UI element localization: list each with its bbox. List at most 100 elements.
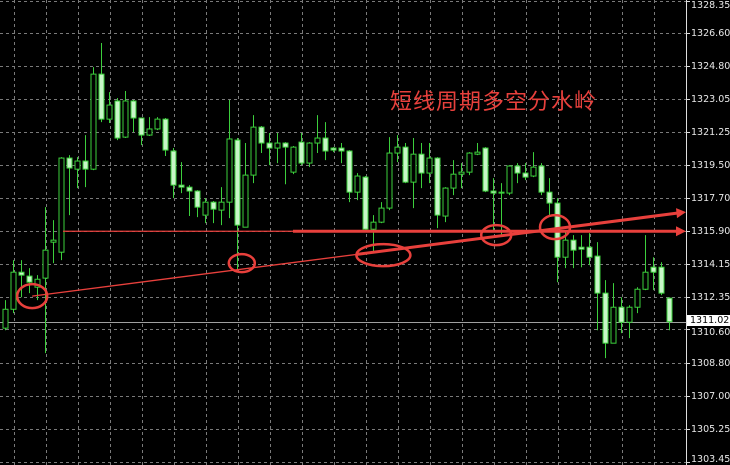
- y-tick-label: 1310.60: [691, 326, 730, 338]
- annotation-circle: [355, 242, 412, 268]
- candle-bearish: [298, 141, 305, 164]
- candle-bearish: [418, 153, 425, 174]
- candle-bearish: [514, 165, 521, 174]
- candle-bearish: [490, 190, 497, 194]
- candle-bearish: [66, 157, 73, 169]
- support-line-arrow: [676, 226, 686, 237]
- candle-bearish: [282, 142, 289, 148]
- candle-bullish: [202, 201, 209, 216]
- candle-bearish: [186, 186, 193, 192]
- candle-bearish: [602, 292, 609, 344]
- chart-annotation-title: 短线周期多空分水岭: [390, 90, 598, 115]
- trend-line: [356, 211, 678, 256]
- candle-bearish: [162, 118, 169, 151]
- candle-bullish: [626, 306, 633, 323]
- candle-bearish: [434, 157, 441, 216]
- candle-bullish: [562, 239, 569, 258]
- y-tick-label: 1323.05: [691, 93, 730, 105]
- current-price-label: 1311.02: [687, 314, 730, 326]
- y-tick-label: 1317.70: [691, 192, 730, 204]
- candle-bearish: [170, 150, 177, 186]
- candle-bullish: [474, 151, 481, 155]
- y-tick-label: 1308.80: [691, 357, 730, 369]
- candle-bearish: [18, 271, 25, 276]
- candle-bullish: [378, 207, 385, 223]
- candle-bearish: [138, 117, 145, 136]
- candle-bullish: [90, 73, 97, 170]
- candle-bullish: [450, 173, 457, 189]
- candle-bullish: [242, 174, 249, 228]
- candle-bullish: [458, 171, 465, 175]
- candle-bearish: [546, 191, 553, 204]
- candle-bearish: [570, 239, 577, 251]
- candle-bearish: [338, 147, 345, 152]
- candle-bearish: [130, 100, 137, 119]
- y-tick-label: 1321.25: [691, 126, 730, 138]
- candle-bearish: [26, 275, 33, 283]
- candle-bearish: [322, 137, 329, 152]
- y-tick-label: 1314.15: [691, 258, 730, 270]
- y-tick-label: 1307.00: [691, 390, 730, 402]
- candle-bullish: [74, 160, 81, 170]
- candle-bullish: [218, 201, 225, 211]
- candle-bullish: [466, 152, 473, 173]
- candle-bearish: [194, 190, 201, 208]
- candle-bullish: [370, 221, 377, 230]
- candle-bullish: [386, 152, 393, 209]
- candle-bullish: [10, 271, 17, 310]
- candle-bullish: [106, 104, 113, 120]
- candle-bearish: [330, 147, 337, 151]
- candle-bullish: [154, 118, 161, 130]
- candle-bullish: [122, 100, 129, 138]
- y-tick-label: 1315.90: [691, 225, 730, 237]
- candle-bearish: [618, 306, 625, 323]
- y-tick-label: 1319.50: [691, 159, 730, 171]
- candle-bullish: [642, 271, 649, 290]
- candle-bullish: [274, 142, 281, 149]
- y-tick-label: 1328.35: [691, 0, 730, 11]
- candle-bearish: [650, 266, 657, 273]
- candle-bearish: [538, 165, 545, 193]
- y-tick-label: 1303.45: [691, 454, 730, 465]
- annotation-circle: [15, 282, 49, 310]
- candle-bearish: [98, 73, 105, 120]
- candle-bullish: [410, 153, 417, 183]
- candle-bearish: [266, 142, 273, 149]
- trend-line-thin: [32, 253, 358, 297]
- annotation-circle: [227, 252, 257, 274]
- candle-bearish: [586, 246, 593, 258]
- candle-bullish: [42, 249, 49, 279]
- candle-bullish: [50, 239, 57, 243]
- candle-bullish: [530, 166, 537, 177]
- candle-bullish: [226, 138, 233, 203]
- candle-bearish: [258, 126, 265, 144]
- candle-bullish: [498, 191, 505, 194]
- candle-bearish: [402, 146, 409, 183]
- candle-bearish: [522, 172, 529, 178]
- candle-bearish: [178, 184, 185, 188]
- y-tick-label: 1305.25: [691, 423, 730, 435]
- trend-line-arrow: [676, 208, 686, 219]
- candle-bullish: [146, 128, 153, 136]
- candle-bullish: [610, 306, 617, 344]
- candle-bearish: [234, 139, 241, 226]
- candle-bearish: [210, 201, 217, 210]
- candle-bearish: [362, 176, 369, 230]
- y-tick-label: 1312.35: [691, 291, 730, 303]
- candle-bullish: [394, 146, 401, 154]
- candle-bullish: [354, 175, 361, 193]
- candle-bullish: [250, 126, 257, 176]
- candle-bearish: [482, 147, 489, 192]
- candle-bullish: [442, 187, 449, 217]
- candle-bearish: [114, 100, 121, 139]
- candle-bullish: [290, 146, 297, 173]
- candle-bearish: [82, 160, 89, 170]
- candle-bearish: [658, 266, 665, 294]
- candle-bullish: [506, 165, 513, 194]
- candle-bullish: [2, 308, 9, 329]
- candle-bearish: [346, 150, 353, 193]
- candle-bullish: [634, 288, 641, 308]
- candle-bullish: [426, 157, 433, 174]
